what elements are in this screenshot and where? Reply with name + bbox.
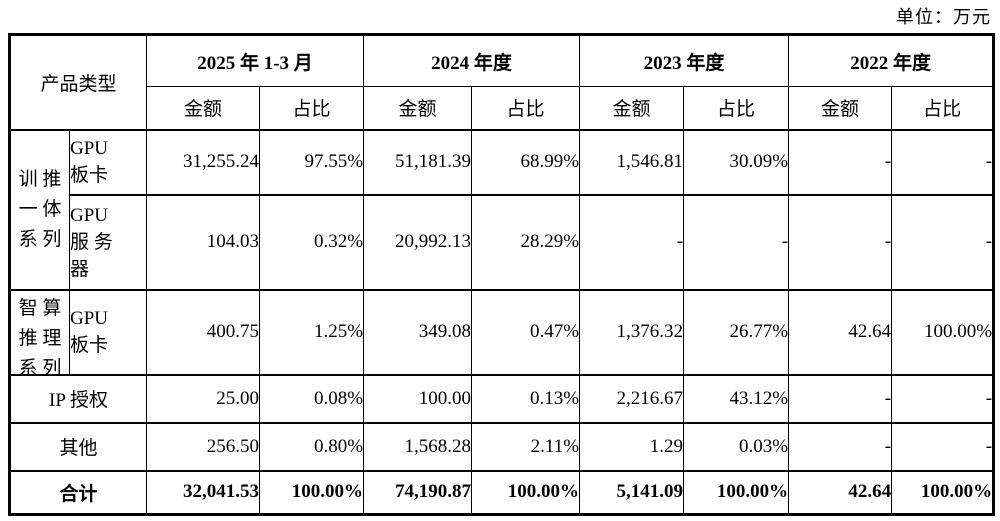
cell-ratio-2024: 0.47%	[471, 288, 581, 375]
group-cell-clipped-text: 智 算 推 理 系 列	[18, 297, 62, 374]
cell-amount-2025: 104.03	[146, 193, 261, 290]
cell-amount-2022: -	[788, 373, 893, 423]
col-header-product-type: 产品类型	[8, 34, 148, 130]
col-header-ratio-2022: 占比	[891, 86, 995, 130]
cell-ratio-2025: 97.55%	[259, 128, 365, 195]
cell-ratio-2024: 100.00%	[471, 469, 581, 515]
cell-amount-2023: 5,141.09	[579, 469, 685, 515]
cell-ratio-2025: 1.25%	[259, 288, 365, 375]
cell-amount-2024: 51,181.39	[363, 128, 473, 195]
cell-amount-2024: 1,568.28	[363, 421, 473, 471]
table-row: 其他 256.50 0.80% 1,568.28 2.11% 1.29 0.03…	[8, 421, 995, 471]
sub-cell-gpu-board: GPU 板卡	[68, 288, 148, 375]
col-header-period-2024: 2024 年度	[363, 34, 581, 87]
table-row: 智 算 推 理 系 列 GPU 板卡 400.75 1.25% 349.08 0…	[9, 288, 995, 375]
row-label-other: 其他	[8, 421, 148, 471]
revenue-by-product-table: 产品类型 2025 年 1-3 月 2024 年度 2023 年度 2022 年…	[8, 33, 996, 516]
cell-ratio-2023: 30.09%	[683, 128, 790, 195]
cell-amount-2023: 1,546.81	[579, 128, 685, 195]
cell-ratio-2022: -	[891, 193, 995, 290]
cell-amount-2023: 1,376.32	[579, 288, 685, 375]
cell-ratio-2023: 43.12%	[683, 373, 790, 423]
cell-amount-2024: 349.08	[363, 288, 473, 375]
row-label-total: 合计	[8, 469, 148, 515]
cell-ratio-2024: 0.13%	[471, 373, 581, 423]
table-row: IP 授权 25.00 0.08% 100.00 0.13% 2,216.67 …	[8, 373, 995, 423]
cell-amount-2022: -	[788, 421, 893, 471]
unit-label: 单位：万元	[896, 7, 991, 27]
table-row: 训 推 一 体 系 列 GPU 板卡 31,255.24 97.55% 51,1…	[9, 128, 995, 290]
cell-amount-2025: 25.00	[146, 373, 261, 423]
cell-amount-2024: 74,190.87	[363, 469, 473, 515]
cell-ratio-2025: 0.08%	[259, 373, 365, 423]
cell-ratio-2024: 2.11%	[471, 421, 581, 471]
cell-amount-2025: 400.75	[146, 288, 261, 375]
cell-amount-2022: 42.64	[788, 288, 893, 375]
cell-amount-2024: 20,992.13	[363, 193, 473, 290]
cell-amount-2025: 256.50	[146, 421, 261, 471]
cell-ratio-2024: 68.99%	[471, 128, 581, 195]
cell-ratio-2022: -	[891, 373, 995, 423]
col-header-amount-2022: 金额	[788, 86, 893, 130]
col-header-ratio-2023: 占比	[683, 86, 790, 130]
group-cell-train-infer-series: 训 推 一 体 系 列	[9, 128, 70, 290]
total-row: 合计 32,041.53 100.00% 74,190.87 100.00% 5…	[8, 469, 995, 515]
col-header-period-2022: 2022 年度	[788, 34, 995, 87]
row-label-ip-license: IP 授权	[8, 373, 148, 423]
col-header-period-2023: 2023 年度	[579, 34, 790, 87]
table-row: GPU 服 务 器 104.03 0.32% 20,992.13 28.29% …	[10, 193, 995, 290]
cell-ratio-2023: -	[683, 193, 790, 290]
cell-ratio-2025: 0.32%	[259, 193, 365, 290]
cell-amount-2025: 31,255.24	[146, 128, 261, 195]
col-header-amount-2025: 金额	[146, 86, 261, 130]
col-header-amount-2024: 金额	[363, 86, 473, 130]
cell-ratio-2023: 0.03%	[683, 421, 790, 471]
cell-ratio-2022: -	[891, 128, 995, 195]
cell-amount-2023: 2,216.67	[579, 373, 685, 423]
cell-ratio-2023: 100.00%	[683, 469, 790, 515]
col-header-ratio-2024: 占比	[471, 86, 581, 130]
cell-ratio-2023: 26.77%	[683, 288, 790, 375]
cell-ratio-2024: 28.29%	[471, 193, 581, 290]
col-header-period-2025: 2025 年 1-3 月	[146, 34, 365, 87]
header-row-periods: 产品类型 2025 年 1-3 月 2024 年度 2023 年度 2022 年…	[8, 34, 995, 130]
sub-cell-gpu-server: GPU 服 务 器	[68, 193, 148, 290]
cell-amount-2023: -	[579, 193, 685, 290]
cell-amount-2022: -	[788, 193, 893, 290]
col-header-ratio-2025: 占比	[259, 86, 365, 130]
cell-amount-2025: 32,041.53	[146, 469, 261, 515]
cell-ratio-2022: -	[891, 421, 995, 471]
cell-ratio-2025: 100.00%	[259, 469, 365, 515]
sub-cell-gpu-board: GPU 板卡	[68, 128, 148, 195]
cell-amount-2022: 42.64	[788, 469, 893, 515]
cell-amount-2023: 1.29	[579, 421, 685, 471]
cell-amount-2024: 100.00	[363, 373, 473, 423]
header-row-measures: 金额 占比 金额 占比 金额 占比 金额 占比	[10, 86, 995, 130]
cell-ratio-2022: 100.00%	[891, 288, 995, 375]
cell-ratio-2025: 0.80%	[259, 421, 365, 471]
group-cell-smart-compute-series: 智 算 推 理 系 列	[9, 288, 70, 375]
col-header-amount-2023: 金额	[579, 86, 685, 130]
cell-amount-2022: -	[788, 128, 893, 195]
cell-ratio-2022: 100.00%	[891, 469, 995, 515]
